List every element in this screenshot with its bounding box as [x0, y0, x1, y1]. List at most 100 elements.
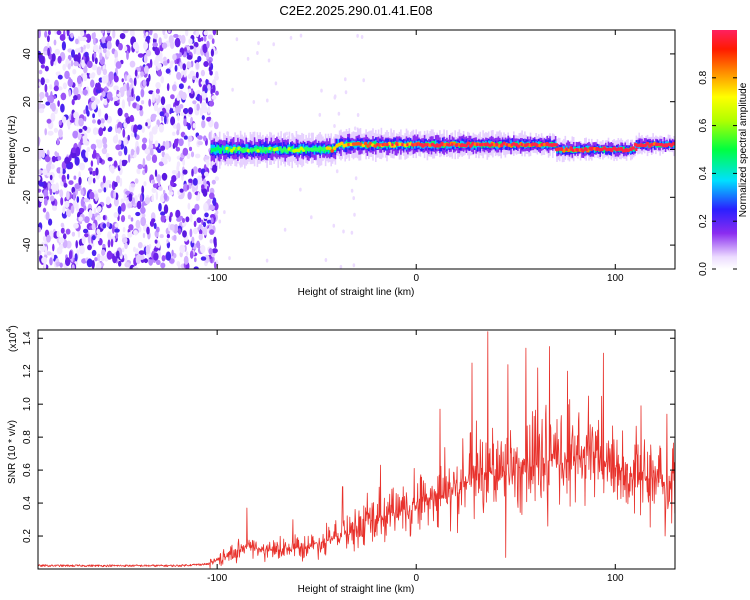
noise-blob [194, 257, 197, 263]
noise-blob [207, 198, 212, 204]
band-cell [659, 144, 661, 148]
band-cell [623, 146, 625, 150]
noise-blob [62, 63, 66, 71]
noise-blob [113, 75, 119, 83]
spectrogram-y-tick-label: 20 [22, 96, 33, 108]
noise-blob [215, 210, 219, 215]
noise-dot [362, 78, 366, 83]
noise-blob [38, 250, 42, 256]
band-cell [582, 147, 585, 151]
band-peak [406, 143, 409, 147]
noise-blob [202, 221, 207, 228]
noise-blob [158, 37, 162, 46]
noise-blob [158, 202, 162, 212]
noise-blob [128, 224, 134, 231]
noise-blob [157, 148, 162, 153]
noise-blob [148, 98, 152, 107]
noise-blob [66, 30, 70, 37]
noise-blob [47, 130, 54, 136]
noise-blob [92, 177, 96, 184]
snr-y-tick-label: 0.4 [22, 496, 33, 510]
noise-blob [107, 239, 111, 248]
noise-blob [90, 96, 96, 102]
band-cell [326, 148, 328, 153]
noise-blob [171, 249, 174, 256]
noise-blob [160, 262, 166, 269]
band-cell [302, 144, 305, 152]
noise-blob [175, 146, 181, 152]
noise-blob [92, 149, 97, 159]
noise-blob [86, 147, 91, 152]
noise-blob [151, 194, 154, 202]
noise-blob [38, 193, 44, 203]
noise-blob [40, 64, 46, 69]
band-cell [299, 148, 302, 154]
noise-blob [201, 120, 206, 129]
noise-blob [94, 57, 98, 65]
noise-blob [47, 30, 51, 36]
snr-series-line [38, 331, 675, 569]
noise-blob [81, 235, 86, 245]
band-peak [441, 143, 444, 147]
noise-blob [49, 257, 53, 266]
noise-blob [135, 219, 141, 229]
noise-blob [177, 170, 181, 179]
band-core [277, 146, 282, 150]
noise-blob [192, 178, 198, 186]
band-peak [565, 148, 568, 151]
noise-dot [299, 187, 302, 192]
noise-blob [133, 77, 137, 87]
noise-blob [197, 167, 202, 173]
noise-blob [101, 42, 108, 50]
noise-blob [141, 100, 145, 105]
noise-blob [67, 63, 71, 70]
noise-blob [207, 34, 214, 40]
noise-blob [193, 41, 199, 48]
noise-blob [123, 146, 128, 156]
noise-dot [342, 229, 345, 234]
band-peak [456, 143, 459, 147]
colorbar-tick-label: 0.8 [698, 70, 709, 84]
noise-blob [57, 74, 63, 80]
noise-blob [132, 197, 136, 206]
noise-blob [179, 188, 184, 193]
noise-blob [123, 159, 128, 165]
noise-blob [202, 43, 208, 54]
band-cell [653, 142, 656, 150]
band-peak [575, 148, 578, 151]
noise-blob [95, 139, 100, 144]
noise-blob [171, 175, 177, 183]
colorbar-ticks: 0.0 0.2 0.4 0.6 0.8 [698, 70, 737, 276]
band-cell [264, 148, 267, 154]
band-cell [469, 142, 472, 146]
noise-blob [52, 243, 55, 252]
band-peak [500, 143, 503, 147]
noise-blob [83, 109, 87, 115]
noise-blob [154, 169, 158, 177]
noise-blob [169, 60, 173, 69]
noise-blob [177, 113, 180, 122]
noise-blob [142, 157, 146, 168]
noise-blob [101, 36, 107, 44]
noise-blob [185, 251, 189, 256]
noise-blob [113, 212, 119, 218]
noise-blob [96, 228, 101, 235]
noise-blob [157, 63, 162, 69]
noise-blob [164, 140, 170, 150]
noise-blob [41, 168, 48, 176]
noise-blob [141, 143, 147, 151]
noise-blob [49, 188, 53, 196]
noise-blob [158, 186, 163, 191]
noise-blob [166, 239, 169, 244]
noise-blob [152, 42, 158, 48]
noise-blob [191, 168, 194, 177]
noise-blob [189, 228, 193, 238]
noise-blob [166, 83, 170, 92]
noise-blob [160, 114, 164, 122]
noise-blob [72, 130, 79, 139]
noise-blob [49, 195, 55, 202]
noise-blob [38, 169, 43, 175]
noise-blob [96, 66, 102, 76]
noise-blob [151, 187, 157, 194]
noise-blob [168, 223, 171, 232]
